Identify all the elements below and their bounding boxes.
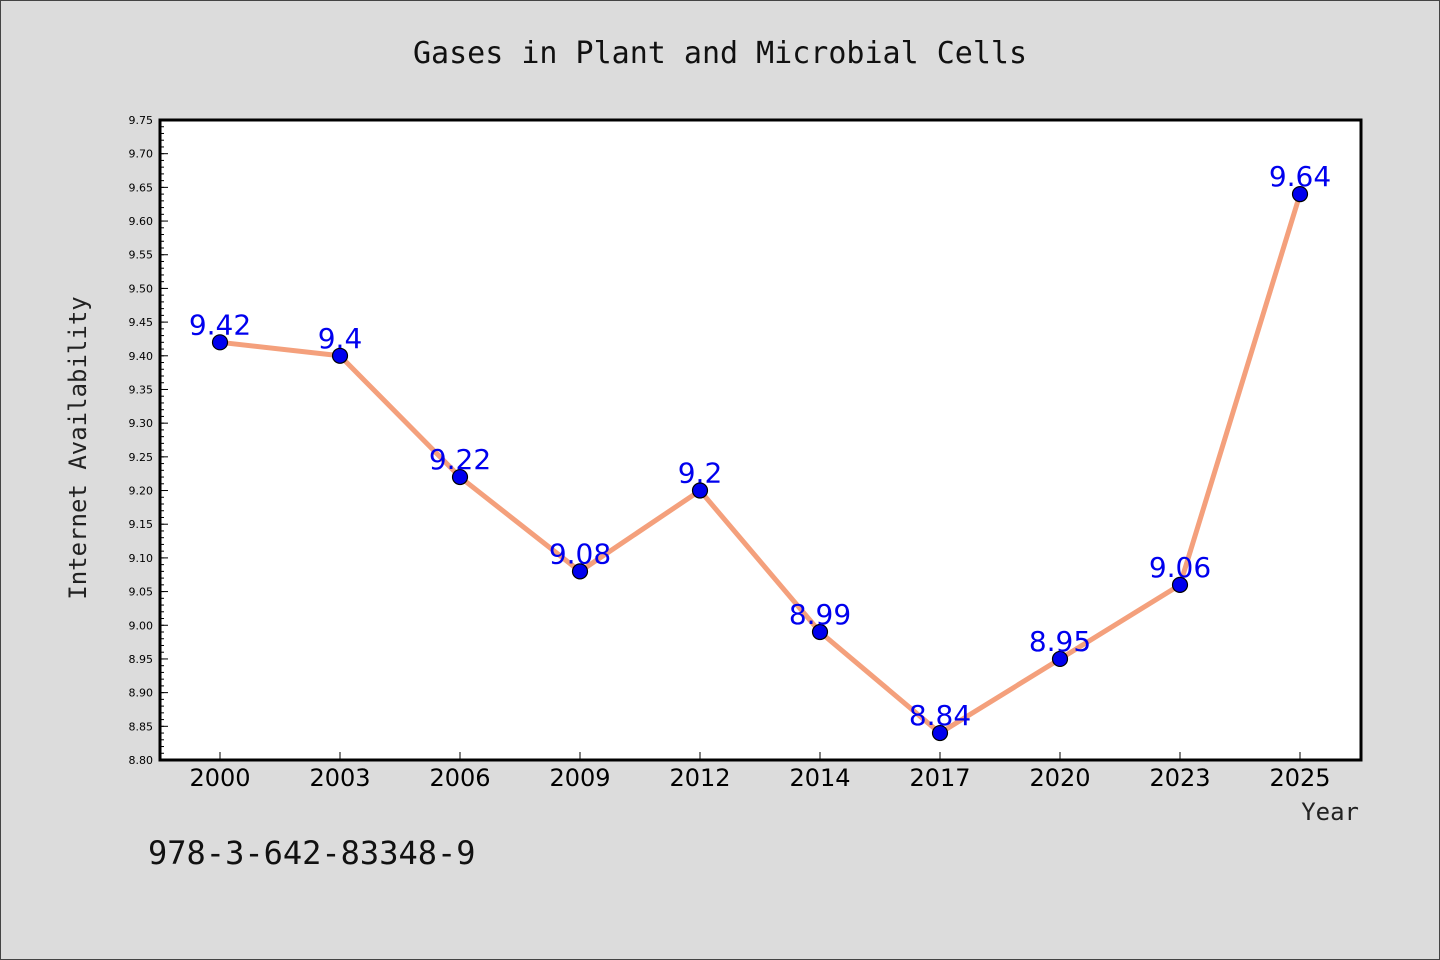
data-label: 8.99	[789, 598, 851, 631]
y-tick-label: 9.00	[129, 619, 154, 632]
y-tick-label: 9.70	[129, 148, 154, 161]
y-tick-label: 9.30	[129, 417, 154, 430]
x-tick-label: 2017	[909, 764, 970, 792]
data-point	[1291, 186, 1309, 203]
y-tick-label: 9.05	[129, 586, 154, 599]
data-label: 9.06	[1149, 551, 1211, 584]
x-tick-label: 2000	[189, 764, 250, 792]
y-tick-label: 8.80	[129, 754, 154, 767]
x-tick-label: 2023	[1149, 764, 1210, 792]
y-axis-label: Internet Availability	[64, 296, 92, 599]
x-tick-label: 2009	[549, 764, 610, 792]
x-axis-label: Year	[1301, 798, 1359, 826]
y-tick-label: 8.85	[129, 720, 154, 733]
y-tick-label: 9.55	[129, 249, 154, 262]
y-axis: 8.80 8.85 8.90 8.95 9.00 9.05 9.10 9.15 9.20 9.25…	[129, 114, 168, 767]
series-line	[217, 191, 1303, 736]
y-tick-label: 9.25	[129, 451, 154, 464]
data-point	[691, 482, 709, 499]
y-tick-label: 9.15	[129, 518, 154, 531]
x-tick-label: 2014	[789, 764, 850, 792]
plot-area	[158, 118, 1363, 762]
data-label: 8.84	[909, 699, 971, 732]
y-tick-label: 9.65	[129, 181, 154, 194]
x-tick-label: 2020	[1029, 764, 1090, 792]
data-point	[811, 623, 829, 641]
data-label: 9.08	[549, 537, 611, 570]
y-tick-label: 9.35	[129, 383, 154, 396]
data-label: 9.22	[429, 443, 491, 476]
y-tick-label: 8.95	[129, 653, 154, 666]
data-label: 9.2	[678, 457, 723, 490]
isbn-annotation: 978-3-642-83348-9	[148, 834, 476, 872]
x-tick-label: 2006	[429, 764, 490, 792]
x-tick-label: 2003	[309, 764, 370, 792]
data-point	[571, 563, 589, 580]
y-tick-label: 9.40	[129, 350, 154, 363]
x-tick-label: 2025	[1269, 764, 1330, 792]
data-point	[1051, 650, 1069, 668]
data-point	[331, 347, 349, 364]
data-label: 9.4	[318, 322, 363, 355]
data-point	[931, 724, 949, 742]
y-tick-label: 9.75	[129, 114, 154, 127]
data-series: 9.42 9.4 9.22 9.08 9.2 8.99 8.84 8.95 9.06 9.64	[189, 160, 1331, 742]
data-label: 8.95	[1029, 625, 1091, 658]
data-label: 9.64	[1269, 160, 1331, 193]
y-tick-label: 9.20	[129, 485, 154, 498]
data-point	[451, 468, 469, 486]
data-point	[1171, 576, 1189, 593]
y-tick-label: 9.60	[129, 215, 154, 228]
data-point	[211, 334, 229, 351]
y-tick-label: 9.50	[129, 282, 154, 295]
x-axis: 2000 2003 2006 2009 2012 2014 2017 2020 2023 2025	[189, 752, 1331, 792]
data-label: 9.42	[189, 308, 251, 341]
y-tick-label: 8.90	[129, 687, 154, 700]
y-tick-label: 9.10	[129, 552, 154, 565]
chart-title: Gases in Plant and Microbial Cells	[413, 36, 1027, 71]
x-tick-label: 2012	[669, 764, 730, 792]
y-tick-label: 9.45	[129, 316, 154, 329]
